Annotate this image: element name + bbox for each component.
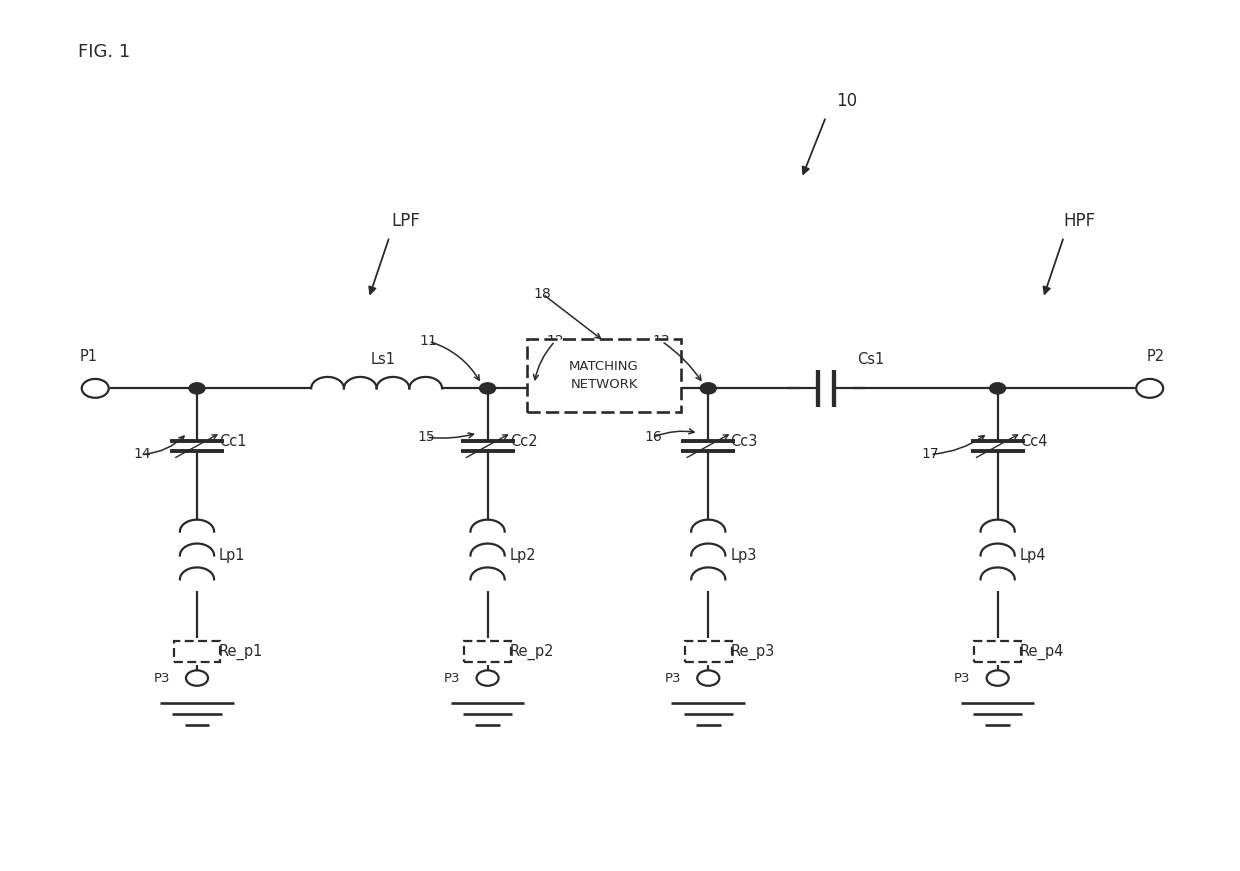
Bar <box>684 641 732 662</box>
Circle shape <box>188 382 205 394</box>
Text: FIG. 1: FIG. 1 <box>78 43 130 61</box>
Text: P3: P3 <box>154 672 170 685</box>
Text: Lp4: Lp4 <box>1019 548 1047 563</box>
Text: Cc1: Cc1 <box>219 434 247 449</box>
Circle shape <box>476 671 498 685</box>
Text: 14: 14 <box>133 448 150 462</box>
Text: P1: P1 <box>81 349 98 364</box>
Text: 11: 11 <box>420 334 438 348</box>
Text: Re_p2: Re_p2 <box>510 644 554 659</box>
Text: 10: 10 <box>836 91 857 110</box>
FancyBboxPatch shape <box>527 339 681 412</box>
Circle shape <box>186 671 208 685</box>
Text: Re_p3: Re_p3 <box>730 644 775 659</box>
Text: Cc4: Cc4 <box>1019 434 1048 449</box>
Text: HPF: HPF <box>1064 212 1096 230</box>
Text: Cc2: Cc2 <box>510 434 537 449</box>
Text: P3: P3 <box>665 672 681 685</box>
Circle shape <box>1136 379 1163 398</box>
Text: LPF: LPF <box>391 212 420 230</box>
Circle shape <box>82 379 109 398</box>
Text: Cs1: Cs1 <box>857 352 884 367</box>
Circle shape <box>990 382 1006 394</box>
Text: Re_p1: Re_p1 <box>219 644 263 659</box>
Text: P2: P2 <box>1147 349 1164 364</box>
Text: Lp2: Lp2 <box>510 548 536 563</box>
Text: 13: 13 <box>653 334 671 348</box>
Text: 17: 17 <box>921 448 939 462</box>
Bar <box>975 641 1021 662</box>
Text: 12: 12 <box>546 334 564 348</box>
Text: 16: 16 <box>645 430 662 444</box>
Bar <box>174 641 221 662</box>
Text: Cc3: Cc3 <box>730 434 758 449</box>
Text: 18: 18 <box>534 287 552 301</box>
Circle shape <box>701 382 717 394</box>
Text: Lp1: Lp1 <box>219 548 246 563</box>
Circle shape <box>480 382 496 394</box>
Text: P3: P3 <box>954 672 971 685</box>
Circle shape <box>697 671 719 685</box>
Text: 15: 15 <box>418 430 435 444</box>
Circle shape <box>987 671 1008 685</box>
Text: Re_p4: Re_p4 <box>1019 644 1064 659</box>
Text: Lp3: Lp3 <box>730 548 756 563</box>
Text: Ls1: Ls1 <box>371 352 396 367</box>
Text: P3: P3 <box>444 672 460 685</box>
Bar <box>464 641 511 662</box>
Text: MATCHING
NETWORK: MATCHING NETWORK <box>569 360 639 391</box>
